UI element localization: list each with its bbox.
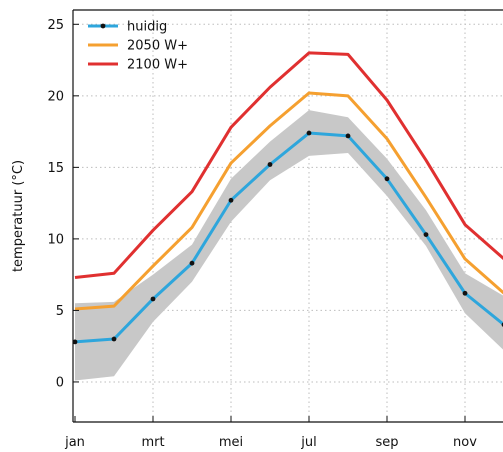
x-tick-label-sep: sep bbox=[375, 435, 398, 450]
series-point-huidig bbox=[111, 336, 117, 342]
y-tick-label-20: 20 bbox=[47, 89, 64, 104]
series-point-huidig bbox=[267, 162, 273, 167]
series-point-huidig bbox=[73, 339, 78, 345]
x-tick-label-jul: jul bbox=[300, 435, 316, 450]
y-axis-title: temperatuur (°C) bbox=[11, 160, 26, 272]
x-tick-label-nov: nov bbox=[453, 435, 477, 450]
plot-frame bbox=[72, 9, 503, 423]
legend-label-huidig: huidig bbox=[127, 20, 167, 35]
series-line-2050-w- bbox=[74, 91, 503, 311]
legend-marker-huidig bbox=[100, 23, 106, 29]
band-area bbox=[75, 110, 503, 381]
grid bbox=[73, 10, 503, 422]
series-point-huidig bbox=[423, 232, 429, 237]
series-line-2100-w- bbox=[74, 51, 503, 280]
series-point-huidig bbox=[150, 296, 156, 302]
y-tick-label-15: 15 bbox=[47, 161, 64, 176]
y-tick-label-25: 25 bbox=[47, 18, 64, 33]
legend-label-2050-w-: 2050 W+ bbox=[127, 39, 188, 54]
y-tick-label-0: 0 bbox=[56, 375, 64, 390]
series-point-huidig bbox=[306, 130, 312, 136]
range-band bbox=[75, 110, 503, 381]
series-point-huidig bbox=[345, 133, 351, 139]
y-axis: 0 5 10 15 20 25 bbox=[47, 18, 79, 390]
legend-label-2100-w-: 2100 W+ bbox=[127, 58, 188, 73]
y-tick-label-10: 10 bbox=[47, 232, 64, 247]
y-tick-label-5: 5 bbox=[56, 304, 64, 319]
series-line-huidig bbox=[74, 131, 503, 344]
series-point-huidig bbox=[462, 290, 468, 296]
x-tick-label-jan: jan bbox=[64, 435, 85, 450]
series-point-huidig bbox=[189, 260, 195, 266]
legend: huidig 2050 W+ 2100 W+ bbox=[88, 20, 188, 73]
series-point-huidig bbox=[228, 197, 234, 203]
series-point-huidig bbox=[384, 176, 390, 182]
x-axis: jan mrt mei jul sep nov bbox=[64, 416, 477, 450]
x-tick-label-mrt: mrt bbox=[141, 435, 164, 450]
x-tick-label-mei: mei bbox=[219, 435, 243, 450]
series-lines bbox=[73, 51, 503, 345]
